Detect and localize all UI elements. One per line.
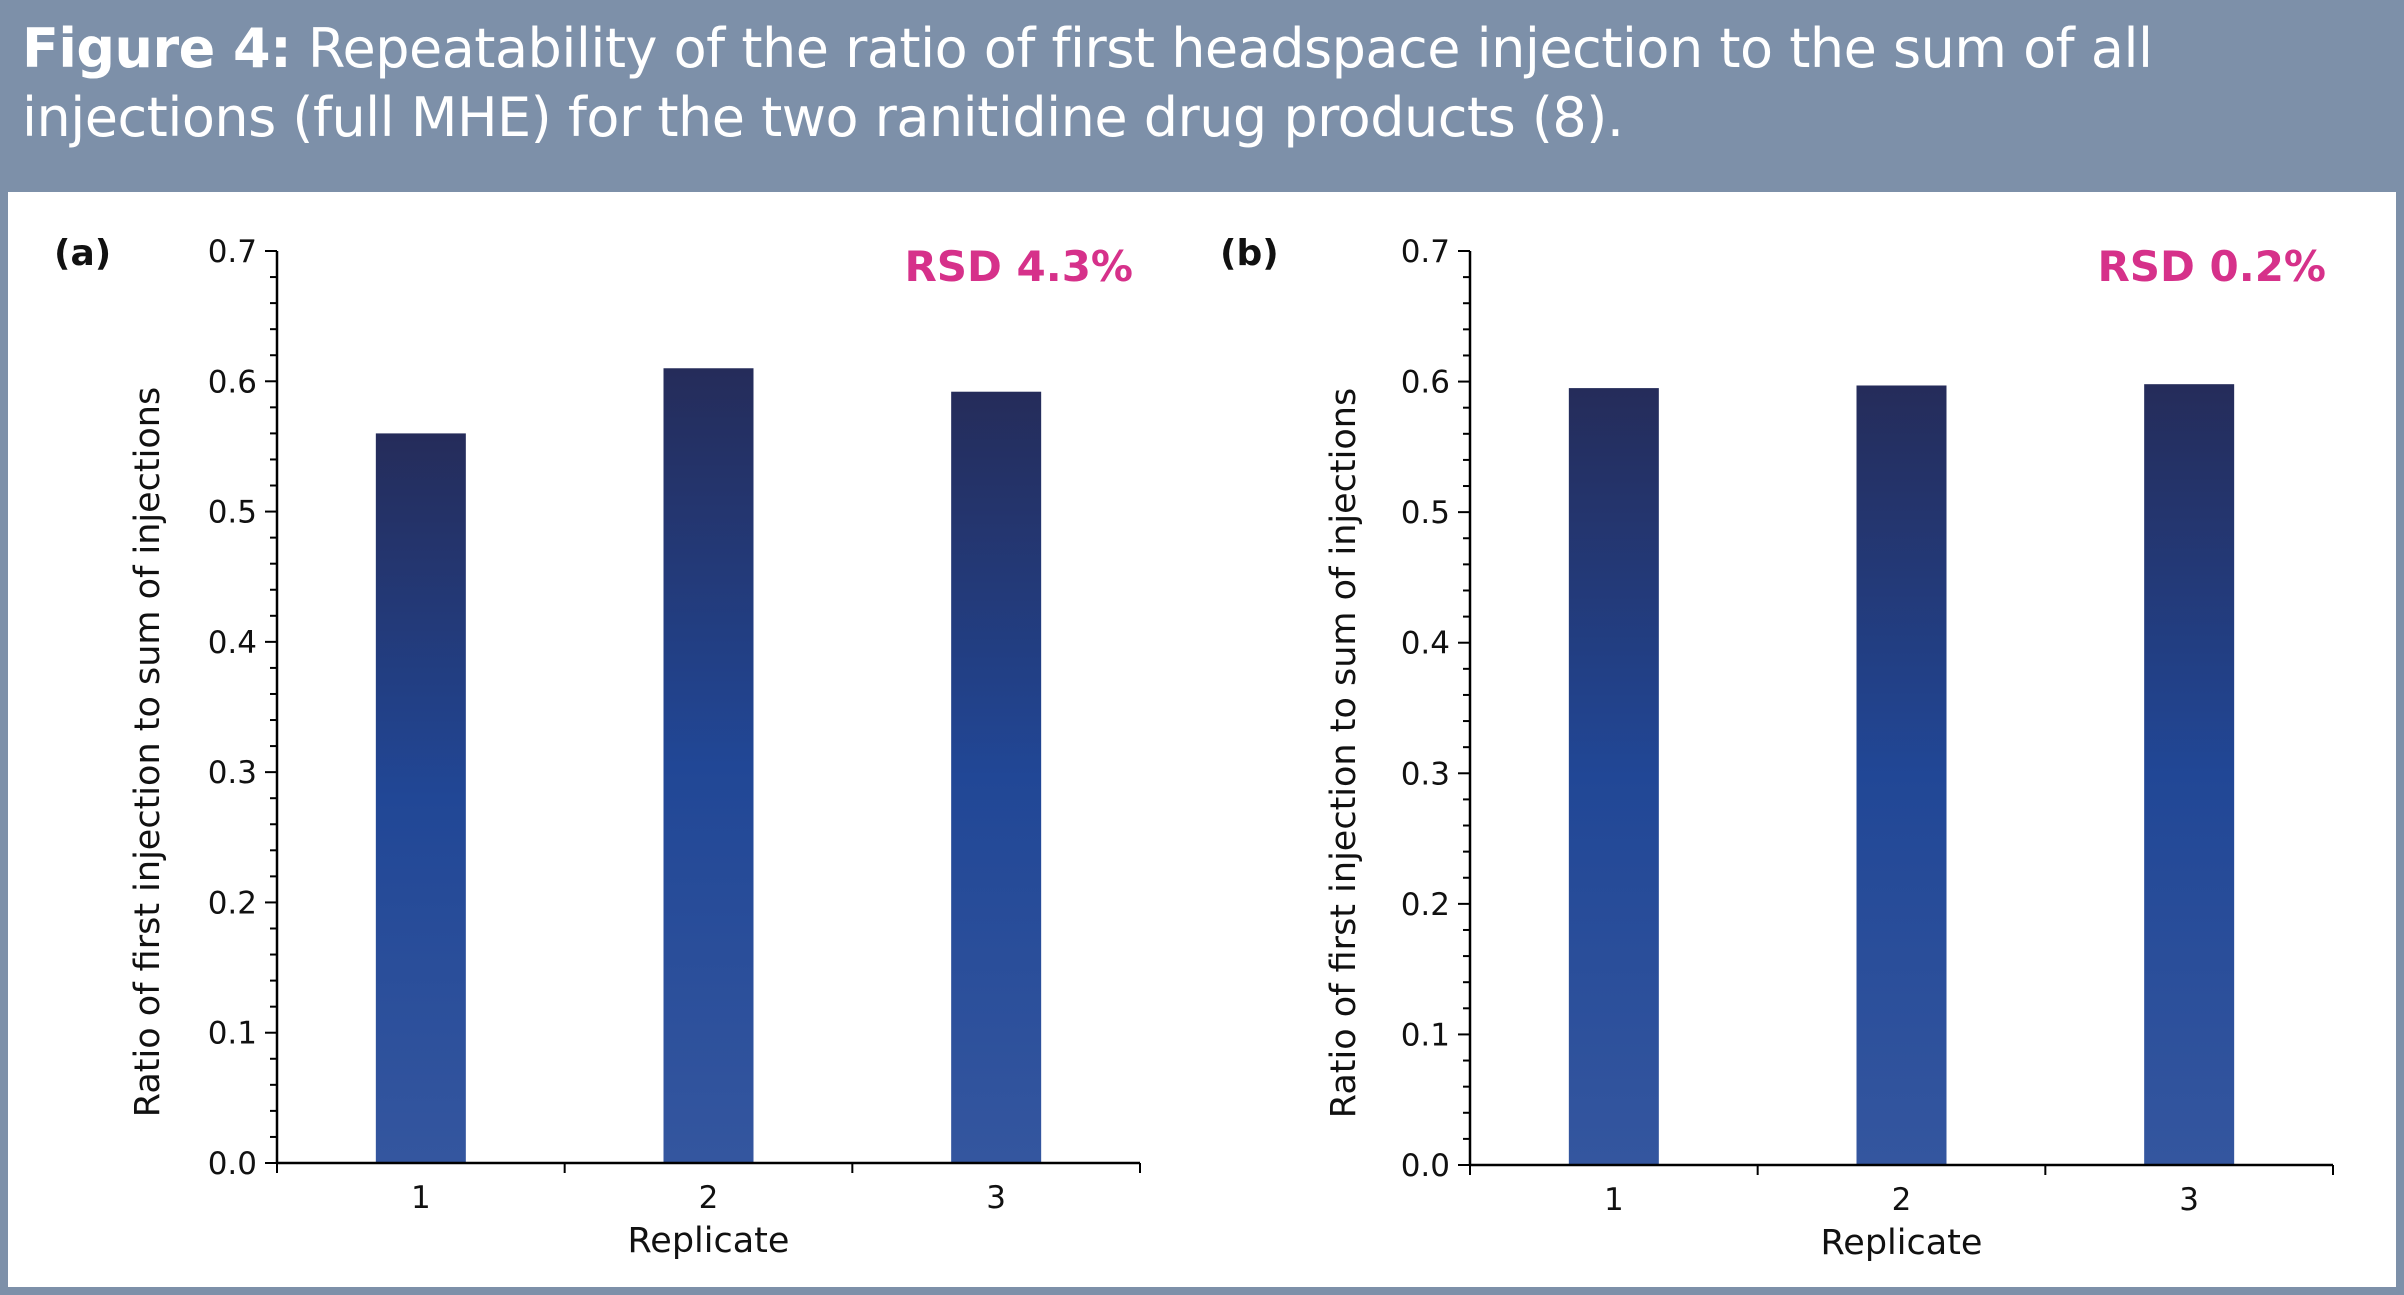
- x-axis-title: Replicate: [1821, 1223, 1983, 1263]
- rsd-annotation: RSD 0.2%: [2097, 242, 2326, 291]
- y-tick-label: 0.7: [208, 234, 257, 270]
- y-tick-label: 0.4: [208, 625, 257, 661]
- chart-panel: (a) RSD 4.3% 0.0 0.1 0.2 0.3 0.4 0.5 0.6 0.7 1 2 3 Re…: [8, 192, 2396, 1287]
- figure-caption: Figure 4: Repeatability of the ratio of …: [22, 14, 2382, 184]
- x-tick-label: 3: [2179, 1182, 2199, 1218]
- panel-label: (b): [1220, 233, 1279, 274]
- y-tick-label: 0.4: [1401, 626, 1450, 662]
- y-tick-label: 0.5: [1401, 495, 1450, 531]
- charts-svg: (a) RSD 4.3% 0.0 0.1 0.2 0.3 0.4 0.5 0.6 0.7 1 2 3 Re…: [54, 233, 2334, 1263]
- x-axis-title: Replicate: [628, 1221, 790, 1261]
- y-tick-label: 0.2: [208, 885, 257, 921]
- bar-1: [1568, 388, 1659, 1166]
- y-tick-label: 0.3: [208, 755, 257, 791]
- chart-a: (a) RSD 4.3% 0.0 0.1 0.2 0.3 0.4 0.5 0.6 0.7 1 2 3 Re…: [54, 233, 1141, 1261]
- x-tick-label: 1: [1604, 1182, 1624, 1218]
- bar-3: [951, 391, 1042, 1163]
- y-tick-label: 0.3: [1401, 756, 1450, 792]
- y-tick-label: 0.6: [208, 364, 257, 400]
- figure-label: Figure 4:: [22, 17, 292, 80]
- y-tick-label: 0.1: [208, 1016, 257, 1052]
- y-tick-label: 0.6: [1401, 365, 1450, 401]
- y-tick-label: 0.5: [208, 495, 257, 531]
- x-tick-label: 2: [699, 1180, 719, 1216]
- x-tick-label: 2: [1892, 1182, 1912, 1218]
- y-tick-label: 0.0: [208, 1146, 257, 1182]
- y-axis-title: Ratio of first injection to sum of injec…: [128, 387, 168, 1117]
- y-tick-label: 0.7: [1401, 234, 1450, 270]
- panel-label: (a): [54, 233, 111, 274]
- bar-2: [663, 368, 754, 1163]
- bar-1: [375, 433, 466, 1163]
- y-tick-label: 0.2: [1401, 887, 1450, 923]
- y-tick-label: 0.0: [1401, 1148, 1450, 1184]
- x-tick-label: 1: [411, 1180, 431, 1216]
- chart-b: (b) RSD 0.2% 0.0 0.1 0.2 0.3 0.4 0.5 0.6 0.7 1 2 3 Re…: [1220, 233, 2334, 1263]
- bar-2: [1856, 385, 1947, 1165]
- rsd-annotation: RSD 4.3%: [904, 242, 1133, 291]
- figure-caption-text: Repeatability of the ratio of first head…: [22, 17, 2153, 149]
- bar-3: [2144, 384, 2235, 1165]
- x-tick-label: 3: [986, 1180, 1006, 1216]
- y-tick-label: 0.1: [1401, 1017, 1450, 1053]
- y-axis-title: Ratio of first injection to sum of injec…: [1324, 388, 1364, 1118]
